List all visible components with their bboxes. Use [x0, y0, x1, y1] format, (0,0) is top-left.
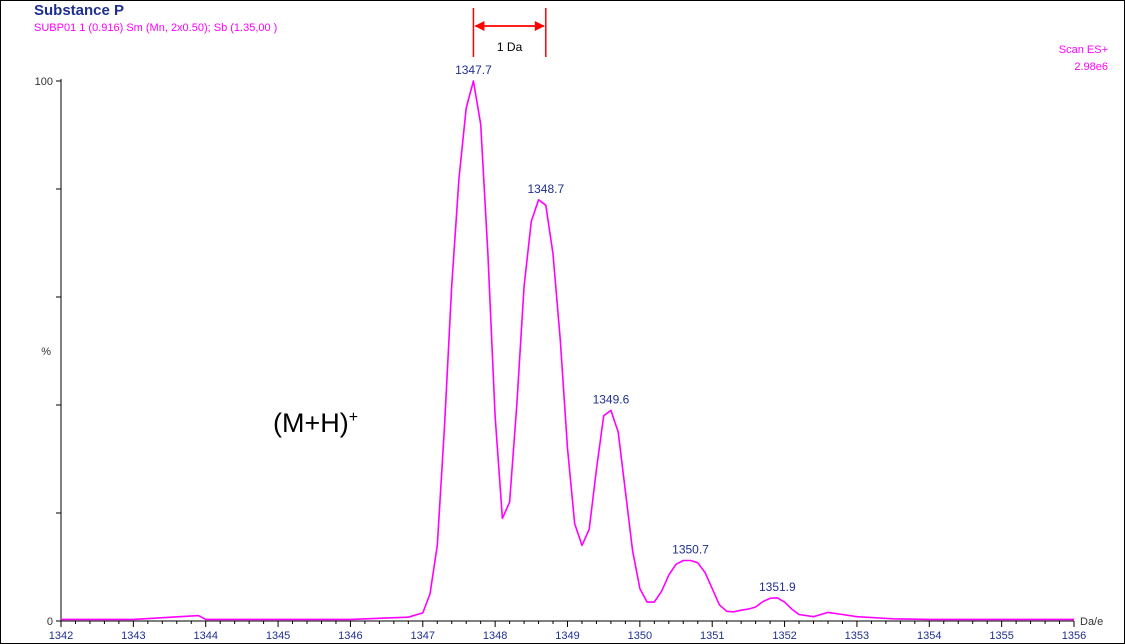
peak-label: 1347.7	[455, 63, 492, 77]
y-tick-label: 100	[35, 76, 53, 88]
ion-annotation: (M+H)+	[273, 408, 358, 439]
axes-group: 0 100% 1342 1343 1344 1345 1346 1347 1348 1349 135…	[35, 76, 1104, 642]
y-tick-label: 0	[47, 616, 53, 628]
peak-labels-group: 1347.7 1348.7 1349.6 1350.7 1351.9	[455, 63, 796, 594]
ion-charge: +	[348, 409, 359, 426]
x-tick-label: 1346	[338, 630, 362, 642]
x-tick-label: 1353	[845, 630, 869, 642]
x-tick-label: 1342	[49, 630, 73, 642]
x-tick-label: 1349	[555, 630, 579, 642]
x-tick-label: 1344	[193, 630, 217, 642]
peak-label: 1351.9	[759, 580, 796, 594]
x-tick-label: 1343	[121, 630, 145, 642]
x-tick-label: 1347	[411, 630, 435, 642]
spectrum-trace	[61, 80, 1074, 621]
trace-group	[61, 80, 1074, 621]
peak-label: 1349.6	[593, 392, 630, 406]
spacing-marker-arrowhead-left	[474, 21, 485, 31]
x-tick-label: 1352	[772, 630, 796, 642]
x-tick-label: 1351	[700, 630, 724, 642]
peak-label: 1348.7	[527, 182, 564, 196]
scan-info: Scan ES+ 2.98e6	[1059, 42, 1108, 76]
x-tick-label: 1348	[483, 630, 507, 642]
x-axis-label: Da/e	[1080, 616, 1103, 628]
x-tick-label: 1345	[266, 630, 290, 642]
scan-type: Scan ES+	[1058, 44, 1108, 56]
ion-label: (M+H)	[273, 408, 349, 438]
spacing-marker-group: 1 Da	[472, 8, 547, 57]
acquisition-info: SUBP01 1 (0.916) Sm (Mn, 2x0.50); Sb (1.…	[34, 22, 278, 34]
spacing-marker-label: 1 Da	[497, 40, 523, 54]
scan-intensity: 2.98e6	[1074, 61, 1108, 73]
x-tick-label: 1354	[917, 630, 941, 642]
y-axis-label: %	[41, 346, 51, 358]
x-tick-label: 1350	[628, 630, 652, 642]
chart-title: Substance P	[34, 2, 125, 19]
x-tick-label: 1356	[1062, 630, 1086, 642]
peak-label: 1350.7	[672, 543, 709, 557]
x-tick-label: 1355	[989, 630, 1013, 642]
spacing-marker-arrowhead-right	[534, 21, 545, 31]
